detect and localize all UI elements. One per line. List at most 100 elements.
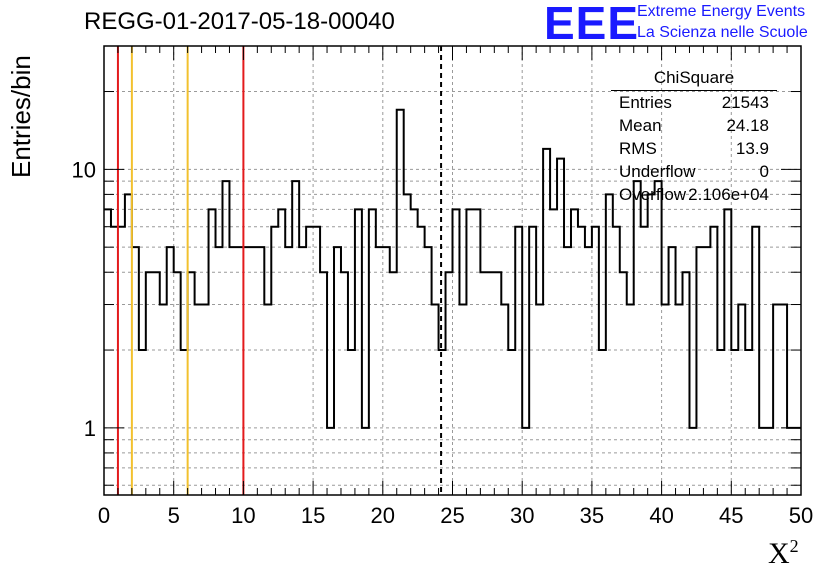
x-tick-label: 50 <box>789 503 813 528</box>
org-subtitle: La Scienza nelle Scuole <box>637 24 808 41</box>
y-tick-label: 10 <box>72 157 96 182</box>
histogram-bin <box>188 272 195 495</box>
histogram-bin <box>306 227 313 495</box>
histogram-bin <box>278 209 285 495</box>
x-tick-label: 10 <box>231 503 255 528</box>
histogram-bin <box>111 227 118 495</box>
eee-logo: EEE <box>544 0 640 49</box>
histogram-bin <box>683 272 690 495</box>
histogram-bin <box>508 350 515 495</box>
histogram-bin <box>473 209 480 495</box>
histogram-bin <box>676 305 683 495</box>
histogram-bin <box>292 181 299 495</box>
histogram-bin <box>376 247 383 495</box>
x-tick-label: 5 <box>168 503 180 528</box>
histogram-bin <box>585 247 592 495</box>
histogram-bin <box>139 350 146 495</box>
histogram-bin <box>390 272 397 495</box>
histogram-bin <box>313 227 320 495</box>
histogram-bin <box>118 227 125 495</box>
grid-lines <box>104 45 801 495</box>
histogram-outline <box>104 108 801 429</box>
stats-row-entries: Entries 21543 <box>619 93 769 112</box>
histogram-bin <box>696 247 703 495</box>
histogram-bin <box>243 247 250 495</box>
y-tick-label: 1 <box>84 416 96 441</box>
histogram-bin <box>446 272 453 495</box>
histogram-bin <box>216 247 223 495</box>
histogram-bin <box>425 247 432 495</box>
histogram-bin <box>620 272 627 495</box>
x-tick-label: 35 <box>580 503 604 528</box>
histogram-bin <box>355 209 362 495</box>
histogram-bin <box>209 209 216 495</box>
histogram-bin <box>592 227 599 495</box>
histogram-bin <box>571 209 578 495</box>
histogram-bin <box>599 350 606 495</box>
histogram-bin <box>271 227 278 495</box>
chart-title: REGG-01-2017-05-18-00040 <box>84 8 395 35</box>
x-tick-label: 15 <box>301 503 325 528</box>
histogram-bin <box>320 272 327 495</box>
histogram-bin <box>125 194 132 495</box>
histogram-bin <box>404 194 411 495</box>
histogram-bin <box>257 247 264 495</box>
x-tick-label: 25 <box>440 503 464 528</box>
histogram-bin <box>515 227 522 495</box>
histogram-bin <box>745 350 752 495</box>
stats-row-underflow: Underflow 0 <box>619 162 769 181</box>
stats-row-mean: Mean 24.18 <box>619 116 769 135</box>
histogram-bin <box>487 272 494 495</box>
histogram-bin <box>250 247 257 495</box>
x-axis-label: X2 <box>768 536 799 570</box>
histogram-bin <box>564 247 571 495</box>
histogram-bin <box>167 247 174 495</box>
histogram-bin <box>550 209 557 495</box>
histogram-bin <box>459 305 466 495</box>
histogram-bin <box>480 272 487 495</box>
histogram-bin <box>501 305 508 495</box>
histogram-bin <box>264 305 271 495</box>
histogram-bin <box>341 272 348 495</box>
histogram-bin <box>285 247 292 495</box>
histogram-series <box>104 108 801 495</box>
histogram-bin <box>453 209 460 495</box>
histogram-bin <box>634 181 641 495</box>
histogram-bin <box>146 272 153 495</box>
x-tick-label: 0 <box>98 503 110 528</box>
histogram-bin <box>236 247 243 495</box>
x-tick-label: 45 <box>719 503 743 528</box>
histogram-bin <box>334 247 341 495</box>
histogram-bin <box>578 227 585 495</box>
histogram-bin <box>222 181 229 495</box>
x-tick-label: 30 <box>510 503 534 528</box>
histogram-bin <box>202 305 209 495</box>
histogram-bin <box>780 305 787 495</box>
histogram-bin <box>299 247 306 495</box>
histogram-bin <box>229 247 236 495</box>
stats-row-rms: RMS 13.9 <box>619 139 769 158</box>
histogram-bin <box>648 194 655 495</box>
histogram-bin <box>662 305 669 495</box>
histogram-bin <box>174 272 181 495</box>
histogram-bin <box>724 209 731 495</box>
histogram-bin <box>181 350 188 495</box>
x-tick-label: 20 <box>371 503 395 528</box>
histogram-bin <box>773 305 780 495</box>
y-axis-label: Entries/bin <box>6 55 36 178</box>
histogram-bin <box>655 181 662 495</box>
histogram-bin <box>195 305 202 495</box>
histogram-bin <box>536 305 543 495</box>
histogram-bin <box>383 247 390 495</box>
stats-row-overflow: Overflow 2.106e+04 <box>619 185 769 204</box>
histogram-bin <box>494 272 501 495</box>
histogram-bin <box>738 305 745 495</box>
histogram-bin <box>397 110 404 495</box>
histogram-bin <box>627 305 634 495</box>
stats-title: ChiSquare <box>611 67 777 91</box>
histogram-bin <box>606 194 613 495</box>
histogram-bin <box>466 209 473 495</box>
histogram-bin <box>348 350 355 495</box>
axis-ticks <box>103 45 802 495</box>
histogram-bin <box>529 227 536 495</box>
